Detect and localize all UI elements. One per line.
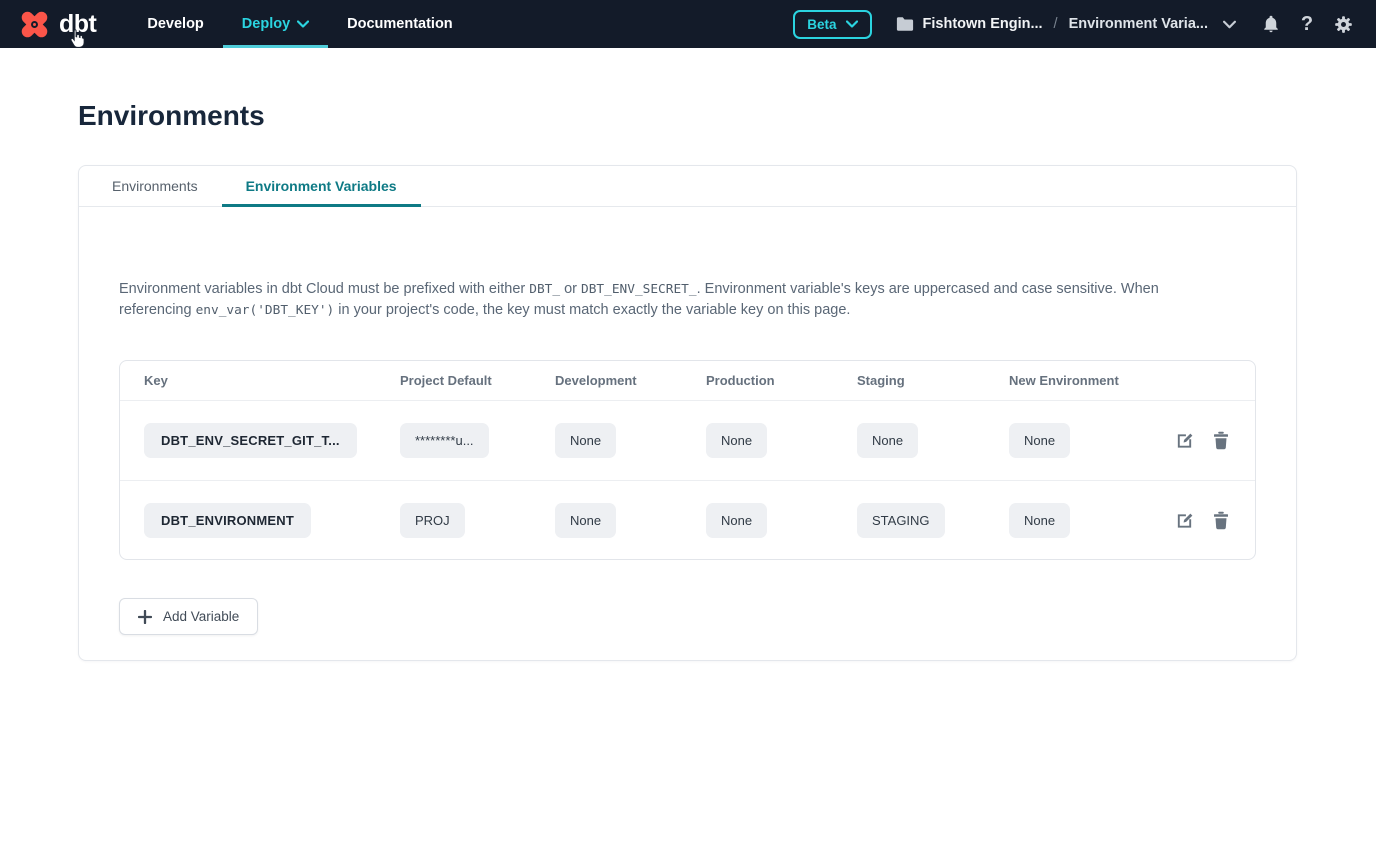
code-snippet-env-var: env_var('DBT_KEY')	[195, 303, 335, 318]
nav-item-documentation[interactable]: Documentation	[347, 16, 453, 32]
production-chip: None	[706, 502, 768, 538]
description-paragraph: Environment variables in dbt Cloud must …	[119, 279, 1179, 321]
code-snippet-dbt-prefix: DBT_	[529, 282, 561, 297]
add-variable-button[interactable]: Add Variable	[119, 598, 259, 635]
development-chip: None	[555, 423, 617, 458]
description-text: in your project's code, the key must mat…	[334, 302, 851, 318]
staging-chip: STAGING	[857, 502, 945, 538]
description-text: . Environment variable's keys are upperc…	[119, 281, 1159, 318]
tab-environments[interactable]: Environments	[112, 178, 198, 194]
column-header-staging: Staging	[857, 373, 905, 388]
dbt-logo-text: dbt	[59, 9, 97, 38]
chevron-down-icon	[297, 20, 310, 28]
development-chip: None	[555, 502, 617, 538]
key-chip: DBT_ENVIRONMENT	[144, 502, 312, 538]
trash-icon[interactable]	[1210, 430, 1232, 452]
navbar-action-icons: ?	[1260, 13, 1354, 35]
primary-nav: Develop Deploy Documentation	[128, 0, 471, 48]
description-text: or	[560, 281, 582, 297]
edit-icon[interactable]	[1173, 509, 1195, 531]
edit-icon[interactable]	[1173, 430, 1195, 452]
production-chip: None	[706, 423, 768, 458]
table-row: DBT_ENVIRONMENT PROJ None None STAGING N…	[120, 480, 1255, 559]
question-mark-icon[interactable]: ?	[1300, 13, 1314, 35]
project-default-chip: PROJ	[400, 502, 465, 538]
new-environment-chip: None	[1009, 423, 1071, 458]
card-tabs: Environments Environment Variables	[79, 166, 1296, 207]
project-breadcrumb-switcher[interactable]: Fishtown Engin... / Environment Varia...	[896, 16, 1236, 32]
folder-icon	[896, 16, 914, 32]
breadcrumb-separator: /	[1053, 16, 1058, 32]
chevron-down-icon	[1223, 20, 1236, 29]
dbt-logo-icon	[18, 8, 51, 41]
code-snippet-secret-prefix: DBT_ENV_SECRET_	[581, 282, 697, 297]
top-navbar: dbt Develop Deploy Documentation Beta	[0, 0, 1376, 48]
table-row: DBT_ENV_SECRET_GIT_T... ********u... Non…	[120, 401, 1255, 480]
nav-item-deploy[interactable]: Deploy	[222, 0, 329, 48]
description-text: Environment variables in dbt Cloud must …	[119, 281, 530, 297]
key-chip: DBT_ENV_SECRET_GIT_T...	[144, 423, 357, 458]
column-header-project-default: Project Default	[400, 373, 492, 388]
column-header-new-environment: New Environment	[1009, 373, 1119, 388]
breadcrumb-project: Fishtown Engin...	[922, 16, 1043, 32]
card-body: Environment variables in dbt Cloud must …	[79, 279, 1296, 660]
project-default-chip: ********u...	[400, 423, 489, 458]
beta-dropdown[interactable]: Beta	[793, 9, 872, 39]
page-title: Environments	[78, 100, 265, 131]
gear-icon[interactable]	[1332, 13, 1354, 35]
trash-icon[interactable]	[1210, 509, 1232, 531]
chevron-down-icon	[845, 20, 858, 28]
add-variable-label: Add Variable	[163, 609, 240, 624]
environment-variables-table: Key Project Default Development Producti…	[119, 360, 1256, 560]
new-environment-chip: None	[1009, 502, 1071, 538]
bell-icon[interactable]	[1260, 13, 1282, 35]
tab-environment-variables[interactable]: Environment Variables	[221, 166, 421, 207]
column-header-production: Production	[706, 373, 775, 388]
column-header-key: Key	[144, 373, 168, 388]
plus-icon	[138, 609, 152, 624]
breadcrumb-page: Environment Varia...	[1068, 16, 1208, 32]
environments-card: Environments Environment Variables Envir…	[78, 165, 1297, 661]
staging-chip: None	[857, 423, 919, 458]
table-header-row: Key Project Default Development Producti…	[120, 361, 1255, 401]
nav-item-develop[interactable]: Develop	[147, 16, 204, 32]
navbar-right: Beta Fishtown Engin... / Environment Var…	[793, 0, 1376, 48]
dbt-logo[interactable]: dbt	[0, 0, 112, 48]
column-header-development: Development	[555, 373, 637, 388]
